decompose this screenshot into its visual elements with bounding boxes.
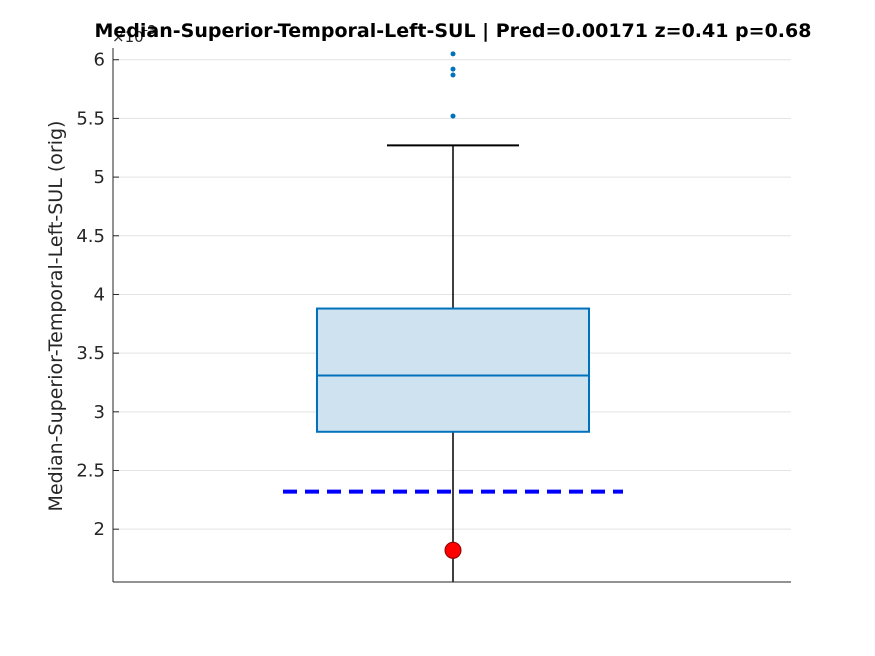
iqr-box: [316, 307, 590, 433]
y-axis-label: Median-Superior-Temporal-Left-SUL (orig): [45, 121, 67, 512]
chart-title: Median-Superior-Temporal-Left-SUL | Pred…: [95, 20, 812, 42]
y-tick-label: 5: [94, 167, 105, 188]
y-tick-label: 3: [94, 402, 105, 423]
y-tick-label: 3.5: [76, 343, 105, 364]
grid-lines: [113, 59, 791, 530]
y-tick-label: 2.5: [76, 461, 105, 482]
outlier-point: [450, 72, 456, 78]
outlier-point: [450, 113, 456, 119]
box-plot: [316, 144, 590, 582]
prediction-point: [444, 541, 462, 559]
outlier-point: [450, 51, 456, 57]
y-tick-label: 6: [94, 50, 105, 71]
y-tick-label: 2: [94, 519, 105, 540]
axes: [112, 48, 791, 583]
outlier-point: [450, 66, 456, 72]
y-tick-label: 4.5: [76, 226, 105, 247]
y-exponent-label: ×10-3: [112, 23, 156, 46]
outlier-points: [450, 51, 456, 119]
y-tick-label: 4: [94, 284, 105, 305]
y-tick-label: 5.5: [76, 108, 105, 129]
y-tick-labels: 2 2.5 3 3.5 4 4.5 5 5.5 6: [76, 50, 105, 540]
